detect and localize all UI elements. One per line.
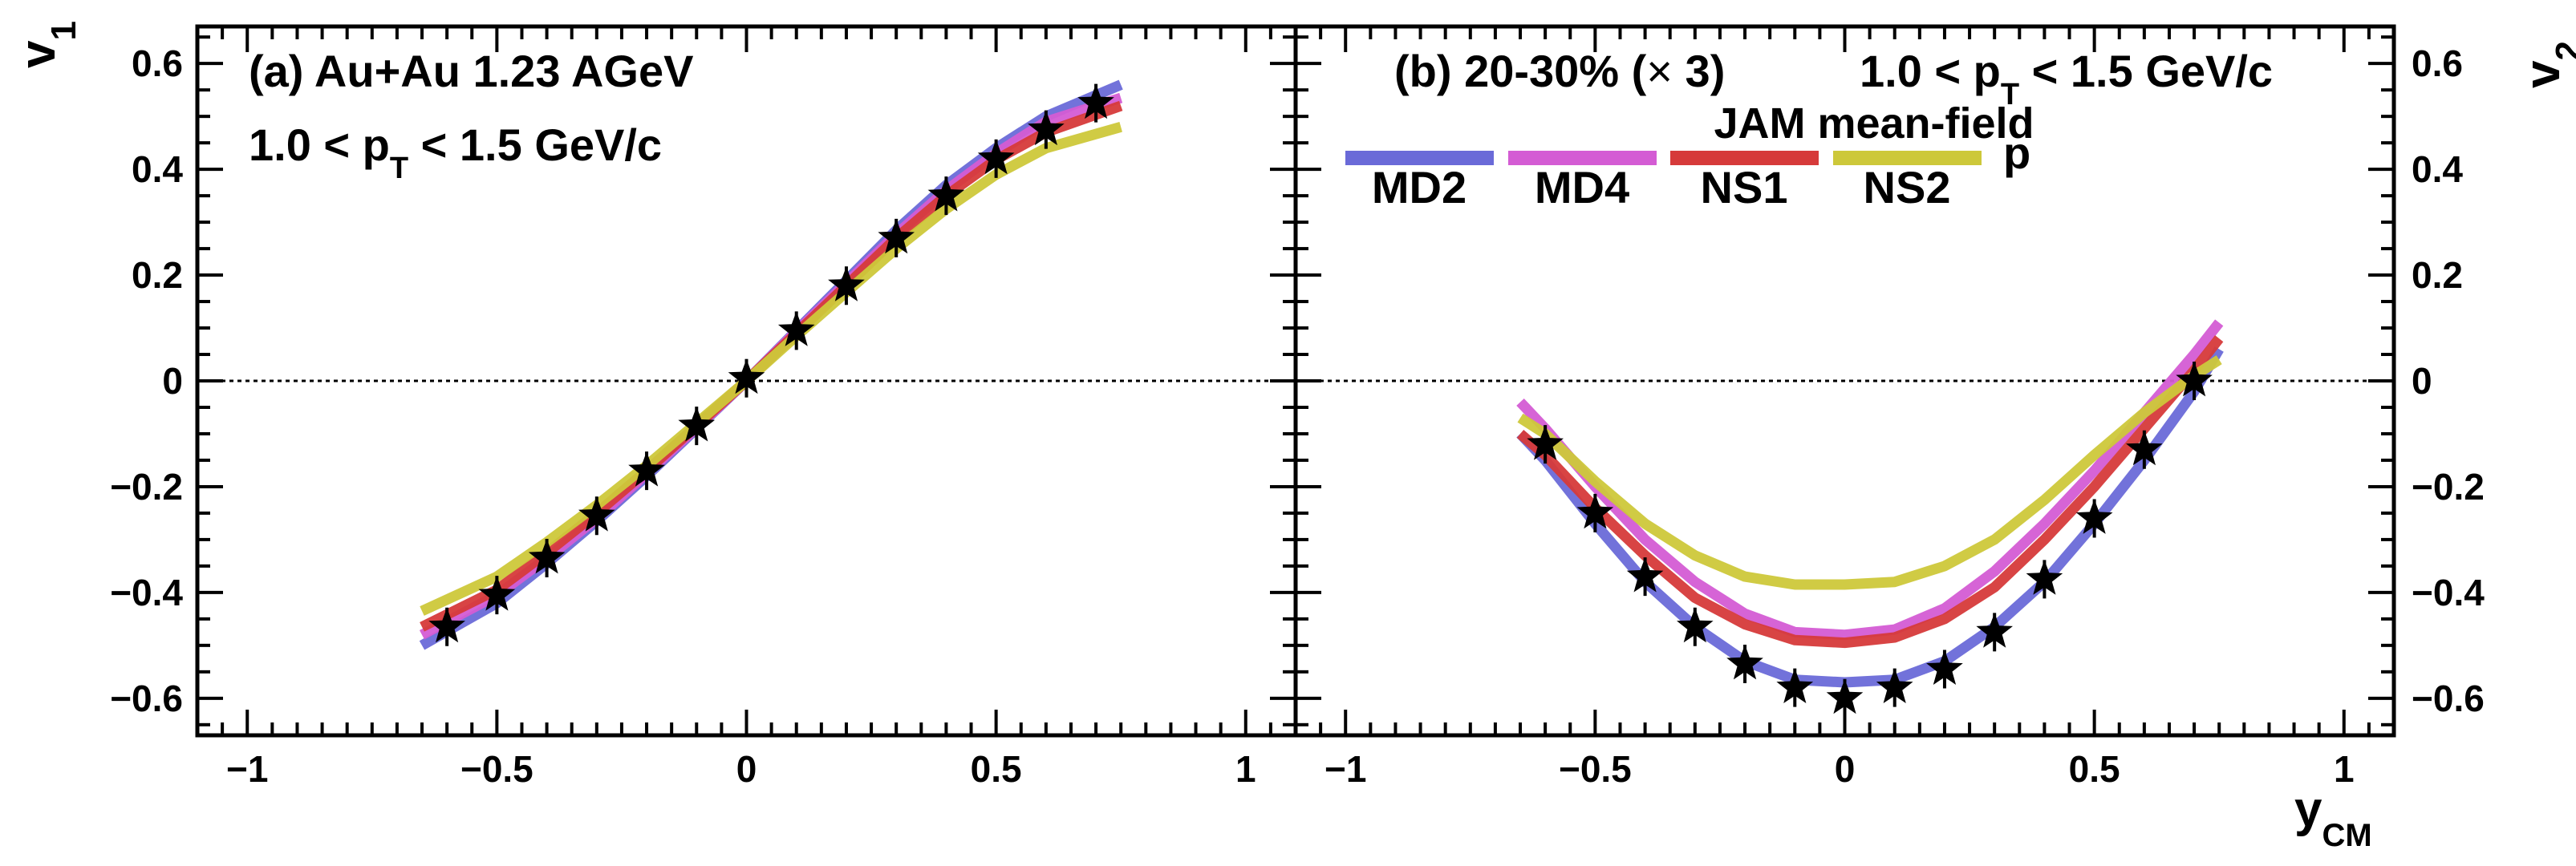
y-tick-label: 0.4	[132, 148, 183, 190]
series-ns1-curve	[1516, 335, 2224, 649]
series-ns1-curve	[420, 100, 1123, 632]
data-point	[578, 496, 615, 536]
data-point	[1626, 557, 1664, 597]
panel-label: (b) 20-30% (× 3)	[1394, 46, 1725, 96]
legend-header: JAM mean-field	[1714, 99, 2034, 148]
y-tick-label: 0.6	[132, 42, 183, 84]
y-tick-label: −0.4	[2412, 572, 2485, 613]
data-point	[828, 266, 865, 306]
panel-b: −1 −0.5 0 0.5 1 −0.6 −0.4 −0.2 0 0.2 0.4 0.6 (b) 2…	[1293, 24, 2576, 853]
panel-a: −1 −0.5 0 0.5 1 −0.6 −0.4 −0.2 0 0.2 0.4 0.6 (a) A…	[10, 21, 1298, 790]
legend-items: MD2 MD4 NS1 NS2	[1345, 151, 1982, 212]
axis-ticks	[1294, 26, 2395, 735]
legend-item-ns2: NS2	[1833, 151, 1982, 212]
data-point	[1926, 650, 1963, 689]
y-tick-label: −0.6	[2412, 678, 2485, 719]
axis-ticks	[196, 26, 1297, 735]
legend-item-md2: MD2	[1345, 151, 1494, 212]
pt-range-label: 1.0 < pT < 1.5 GeV/c	[1860, 46, 2273, 111]
panel-label: (a) Au+Au 1.23 AGeV	[249, 46, 693, 96]
plot-frame	[1293, 24, 2396, 738]
data-point	[2126, 430, 2163, 469]
data-point	[428, 607, 465, 646]
data-point	[977, 139, 1015, 178]
legend-label: NS1	[1701, 162, 1788, 212]
y-tick-label: 0	[162, 360, 183, 402]
series-md4-curve	[1516, 319, 2224, 641]
data-point	[2176, 362, 2213, 400]
x-tick-label: 0.5	[971, 748, 1022, 790]
y-tick-labels: −0.6 −0.4 −0.2 0 0.2 0.4 0.6	[2412, 42, 2485, 719]
x-tick-label: −1	[1325, 748, 1366, 790]
model-curves	[1516, 319, 2224, 688]
series-ns2-curve	[1517, 355, 2222, 590]
data-points	[1527, 362, 2213, 718]
y-tick-label: 0	[2412, 360, 2432, 402]
pt-range-label: 1.0 < pT < 1.5 GeV/c	[249, 119, 662, 185]
data-point	[1077, 83, 1114, 123]
data-point	[777, 311, 815, 350]
y-tick-label: −0.6	[110, 678, 183, 719]
data-point	[678, 407, 716, 446]
y-tick-label: 0.6	[2412, 42, 2463, 84]
data-point	[1776, 668, 1814, 707]
data-point	[1826, 678, 1864, 718]
legend-particle-label: p	[2003, 127, 2030, 178]
x-tick-label: 0.5	[2069, 748, 2120, 790]
y-tick-label: −0.2	[2412, 466, 2485, 508]
series-md2-curve	[1516, 346, 2224, 688]
data-point	[1726, 644, 1763, 683]
data-point	[927, 176, 965, 216]
data-point	[1876, 668, 1913, 707]
data-point	[2075, 499, 2113, 538]
y-axis-title: v2	[2515, 41, 2576, 88]
legend-label: NS2	[1864, 162, 1951, 212]
data-point	[478, 576, 516, 615]
y-axis-title: v1	[10, 21, 83, 68]
data-points	[428, 83, 1114, 646]
data-point	[528, 539, 566, 577]
x-axis-title: yCM	[2294, 782, 2372, 853]
legend-item-ns1: NS1	[1670, 151, 1819, 212]
x-tick-label: 1	[1235, 748, 1256, 790]
legend-label: MD2	[1372, 162, 1466, 212]
x-tick-label: 1	[2334, 748, 2355, 790]
data-point	[2026, 560, 2063, 599]
legend-swatch	[1670, 151, 1819, 165]
y-tick-label: −0.4	[110, 572, 183, 613]
x-tick-label: −0.5	[1559, 748, 1632, 790]
data-point	[878, 218, 915, 257]
legend: JAM mean-field MD2 MD4 NS1 NS2 p	[1345, 99, 2034, 212]
series-ns2-curve	[420, 122, 1122, 616]
data-point	[1677, 607, 1714, 646]
y-tick-label: 0.4	[2412, 148, 2463, 190]
data-point	[628, 451, 665, 491]
y-tick-label: 0.2	[132, 254, 183, 296]
y-tick-label: −0.2	[110, 466, 183, 508]
y-tick-label: 0.2	[2412, 254, 2463, 296]
data-point	[1028, 110, 1065, 149]
data-point	[728, 358, 765, 398]
legend-label: MD4	[1535, 162, 1629, 212]
legend-swatch	[1508, 151, 1657, 165]
x-tick-label: −0.5	[460, 748, 533, 790]
legend-swatch	[1833, 151, 1982, 165]
data-point	[1576, 493, 1614, 532]
x-tick-label: 0	[736, 748, 757, 790]
y-tick-labels: −0.6 −0.4 −0.2 0 0.2 0.4 0.6	[110, 42, 183, 719]
x-tick-labels: −1 −0.5 0 0.5 1	[1325, 748, 2355, 790]
x-tick-labels: −1 −0.5 0 0.5 1	[226, 748, 1256, 790]
legend-swatch	[1345, 151, 1494, 165]
x-tick-label: −1	[226, 748, 268, 790]
legend-item-md4: MD4	[1508, 151, 1657, 212]
x-tick-label: 0	[1835, 748, 1856, 790]
data-point	[1527, 425, 1564, 464]
data-point	[1976, 613, 2013, 652]
